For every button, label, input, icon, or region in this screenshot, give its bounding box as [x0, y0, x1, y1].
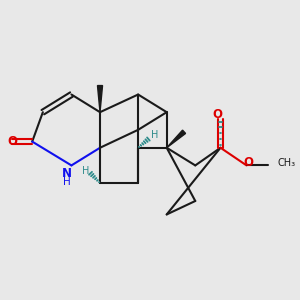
Text: H: H [151, 130, 159, 140]
Text: O: O [212, 108, 222, 121]
Polygon shape [167, 130, 186, 148]
Text: O: O [243, 156, 253, 169]
Text: O: O [7, 135, 17, 148]
Polygon shape [98, 85, 103, 112]
Text: CH₃: CH₃ [278, 158, 296, 168]
Text: H: H [82, 166, 89, 176]
Text: N: N [61, 167, 71, 180]
Text: H: H [62, 177, 70, 187]
